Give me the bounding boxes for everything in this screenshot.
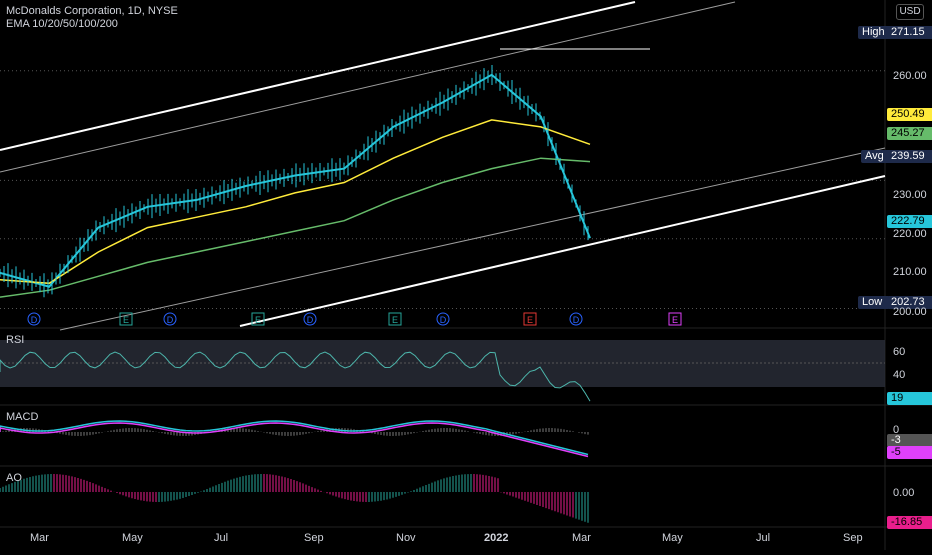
x-tick: May	[122, 532, 143, 544]
ema200-value: 245.27	[887, 127, 932, 140]
macd-line	[0, 420, 589, 456]
event-marker-label: D	[573, 315, 580, 325]
event-marker-label: D	[167, 315, 174, 325]
x-tick: Jul	[214, 532, 229, 544]
currency-button[interactable]: USD	[896, 4, 924, 20]
rsi-title: RSI	[6, 334, 25, 346]
earnings-marker	[523, 312, 537, 326]
event-marker-label: D	[31, 315, 38, 325]
price-tick: 220.00	[893, 228, 927, 240]
indicator-label: EMA 10/20/50/100/200	[6, 18, 118, 30]
ema50-value: 250.49	[887, 108, 932, 121]
price-tick: 200.00	[893, 306, 927, 318]
macd-hist-value: -3	[887, 434, 932, 447]
event-marker-label: E	[392, 315, 398, 325]
event-marker-label: E	[123, 315, 129, 325]
avg-value: 239.59	[887, 150, 932, 163]
event-marker-label: E	[527, 315, 533, 325]
high-tag: High	[858, 26, 891, 39]
chart-title: McDonalds Corporation, 1D, NYSE	[6, 5, 178, 17]
macd-signal-line	[0, 422, 589, 458]
macd-title: MACD	[6, 411, 39, 423]
earnings-marker	[251, 312, 265, 326]
event-marker-label: E	[672, 315, 678, 325]
macd-tick: 0	[893, 424, 900, 436]
rsi-tick: 60	[893, 346, 906, 358]
earnings-marker	[119, 312, 133, 326]
event-marker-label: D	[307, 315, 314, 325]
x-tick: Mar	[572, 532, 591, 544]
x-tick: Sep	[843, 532, 863, 544]
earnings-marker	[388, 312, 402, 326]
channel-lower-inner-line	[59, 147, 886, 331]
channel-lower-line	[239, 175, 886, 327]
x-tick: Nov	[396, 532, 416, 544]
ema-slow-line	[0, 157, 591, 298]
x-tick: Mar	[30, 532, 49, 544]
high-value: 271.15	[887, 26, 932, 39]
rsi-value: 19	[887, 392, 932, 405]
dividend-marker	[569, 312, 583, 326]
price-tick: 230.00	[893, 189, 927, 201]
dividend-marker	[303, 312, 317, 326]
ema-fast-line	[0, 119, 591, 285]
low-value: 202.73	[887, 296, 932, 309]
x-tick: 2022	[484, 532, 509, 544]
event-marker-label: D	[440, 315, 447, 325]
x-tick: Sep	[304, 532, 324, 544]
channel-upper-inner-line	[0, 1, 736, 173]
dividend-marker	[436, 312, 450, 326]
ao-value: -16.85	[887, 516, 932, 529]
ao-title: AO	[6, 472, 22, 484]
event-marker-label: E	[255, 315, 261, 325]
price-tick: 260.00	[893, 70, 927, 82]
dividend-marker	[163, 312, 177, 326]
ao-tick: 0.00	[893, 487, 915, 499]
rsi-line	[0, 351, 591, 402]
earnings-marker	[668, 312, 682, 326]
low-tag: Low	[858, 296, 889, 309]
x-tick: May	[662, 532, 683, 544]
x-tick: Jul	[756, 532, 771, 544]
macd-signal-value: -5	[887, 446, 932, 459]
rsi-tick: 40	[893, 369, 906, 381]
price-tick: 210.00	[893, 266, 927, 278]
channel-upper-line	[0, 1, 636, 151]
last-price-value: 222.79	[887, 215, 932, 228]
avg-tag: Avg	[861, 150, 890, 163]
dividend-marker	[27, 312, 41, 326]
